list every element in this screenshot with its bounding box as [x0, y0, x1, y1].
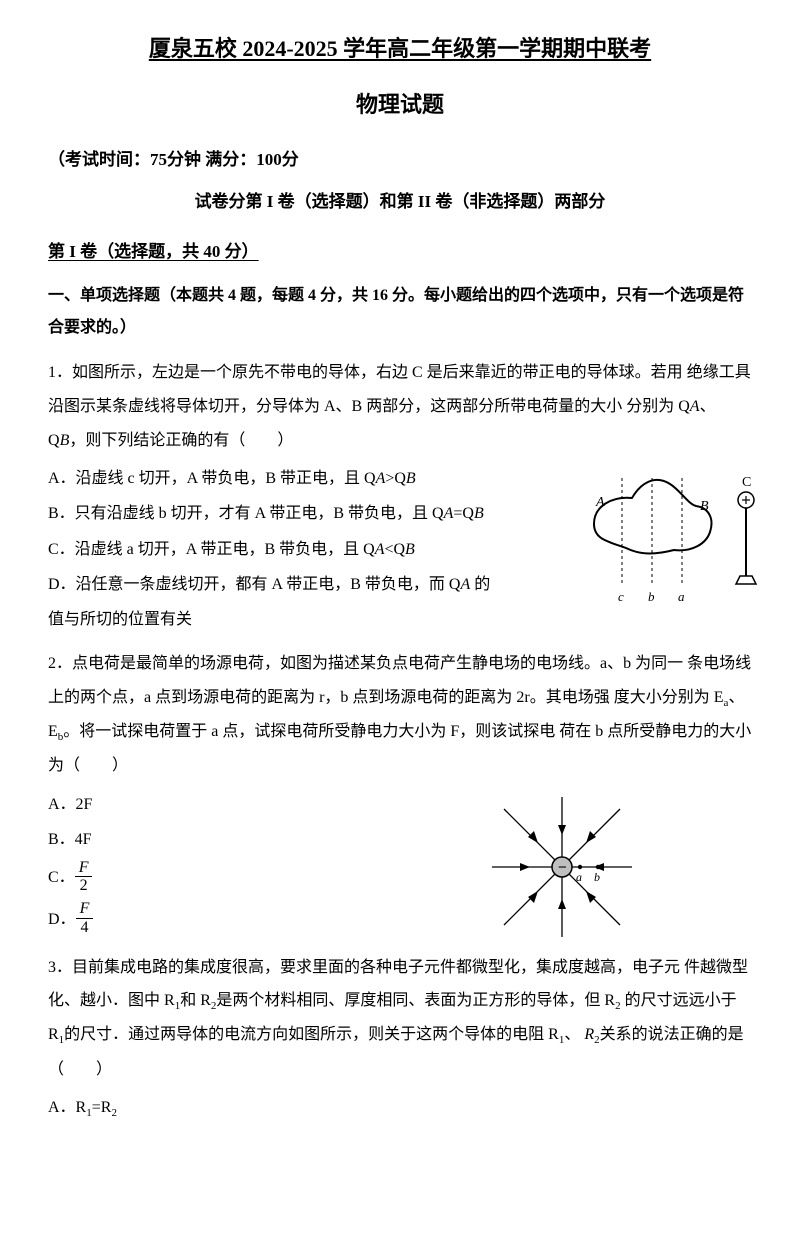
q1-label-c: c: [618, 589, 624, 604]
q1-label-a: a: [678, 589, 685, 604]
question-3: 3．目前集成电路的集成度很高，要求里面的各种电子元件都微型化，集成度越高，电子元…: [48, 951, 752, 1126]
q1-label-b: b: [648, 589, 655, 604]
q2-label-b: b: [594, 870, 600, 884]
q2-center-label: −: [558, 859, 567, 876]
q3-option-a: A．R1=R2: [48, 1090, 752, 1125]
q3-stem: 3．目前集成电路的集成度很高，要求里面的各种电子元件都微型化，集成度越高，电子元…: [48, 951, 752, 1087]
exam-meta: （考试时间：75分钟 满分：100分: [48, 144, 752, 176]
section-i-label: 第 I 卷（选择题，共 40 分）: [48, 236, 752, 268]
exam-title-main: 厦泉五校 2024-2025 学年高二年级第一学期期中联考: [48, 28, 752, 70]
q1-figure: A B c b a C: [582, 456, 762, 616]
q1-label-A: A: [595, 495, 605, 510]
question-1: 1．如图所示，左边是一个原先不带电的导体，右边 C 是后来靠近的带正电的导体球。…: [48, 356, 752, 637]
q2-stem: 2．点电荷是最简单的场源电荷，如图为描述某负点电荷产生静电场的电场线。a、b 为…: [48, 647, 752, 783]
question-2: 2．点电荷是最简单的场源电荷，如图为描述某负点电荷产生静电场的电场线。a、b 为…: [48, 647, 752, 940]
q3-options: A．R1=R2: [48, 1090, 752, 1125]
q1-label-B: B: [700, 499, 709, 514]
q1-stem: 1．如图所示，左边是一个原先不带电的导体，右边 C 是后来靠近的带正电的导体球。…: [48, 356, 752, 457]
q1-label-C: C: [742, 475, 751, 490]
paper-parts: 试卷分第 I 卷（选择题）和第 II 卷（非选择题）两部分: [48, 186, 752, 218]
exam-title-sub: 物理试题: [48, 84, 752, 126]
section-i-heading: 一、单项选择题（本题共 4 题，每题 4 分，共 16 分。每小题给出的四个选项…: [48, 280, 752, 344]
q2-figure: − a b: [472, 787, 652, 947]
q2-label-a: a: [576, 870, 582, 884]
